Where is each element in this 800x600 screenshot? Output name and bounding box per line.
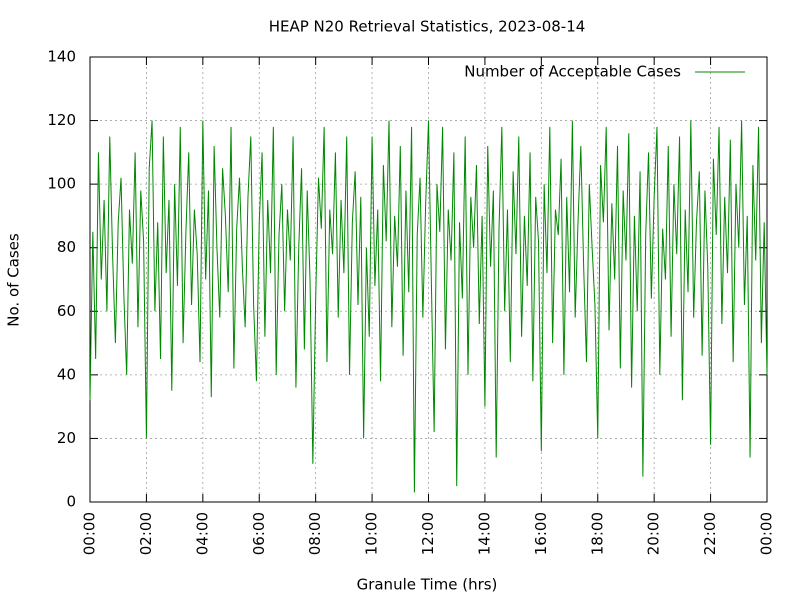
y-tick-label: 40 — [57, 365, 76, 383]
x-tick-label: 16:00 — [532, 512, 550, 555]
plot-frame — [89, 56, 768, 503]
x-tick-label: 04:00 — [193, 512, 211, 555]
y-tick-label: 20 — [57, 429, 76, 447]
y-tick-label: 120 — [47, 111, 76, 129]
x-tick-label: 18:00 — [588, 512, 606, 555]
x-tick-label: 06:00 — [250, 512, 268, 555]
x-tick-label: 12:00 — [419, 512, 437, 555]
y-tick-label: 80 — [57, 238, 76, 256]
x-tick-label: 00:00 — [758, 512, 776, 555]
y-tick-label: 60 — [57, 302, 76, 320]
x-tick-label: 02:00 — [137, 512, 155, 555]
x-tick-label: 14:00 — [475, 512, 493, 555]
legend-label: Number of Acceptable Cases — [464, 63, 681, 81]
y-axis-label: No. of Cases — [5, 233, 23, 327]
x-tick-label: 00:00 — [81, 512, 99, 555]
x-tick-label: 22:00 — [701, 512, 719, 555]
x-tick-label: 20:00 — [645, 512, 663, 555]
chart-title: HEAP N20 Retrieval Statistics, 2023-08-1… — [269, 18, 586, 36]
x-tick-label: 08:00 — [306, 512, 324, 555]
y-tick-label: 0 — [66, 493, 76, 511]
y-tick-label: 140 — [47, 48, 76, 66]
data-line — [89, 120, 768, 493]
x-tick-label: 10:00 — [363, 512, 381, 555]
y-tick-label: 100 — [47, 175, 76, 193]
x-axis-label: Granule Time (hrs) — [357, 576, 498, 594]
